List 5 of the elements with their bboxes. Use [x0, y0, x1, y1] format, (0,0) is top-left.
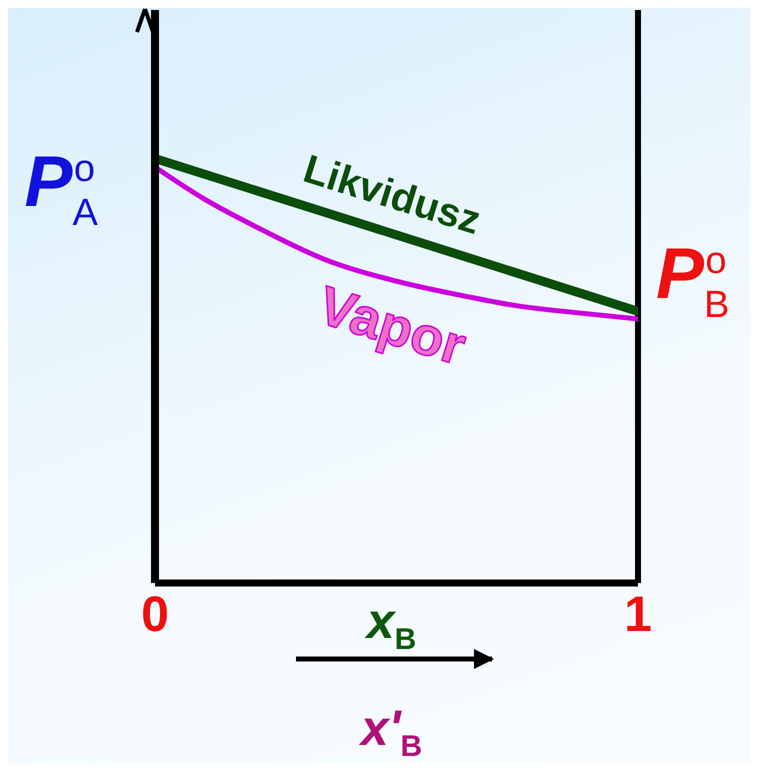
x-tick-label: 1 — [624, 586, 652, 642]
x-tick-label: 0 — [141, 586, 169, 642]
text: x'$_{B}$ — [358, 699, 424, 765]
x-axis-title: x$_{B}$ — [364, 592, 418, 658]
text: Vapor — [310, 274, 474, 379]
